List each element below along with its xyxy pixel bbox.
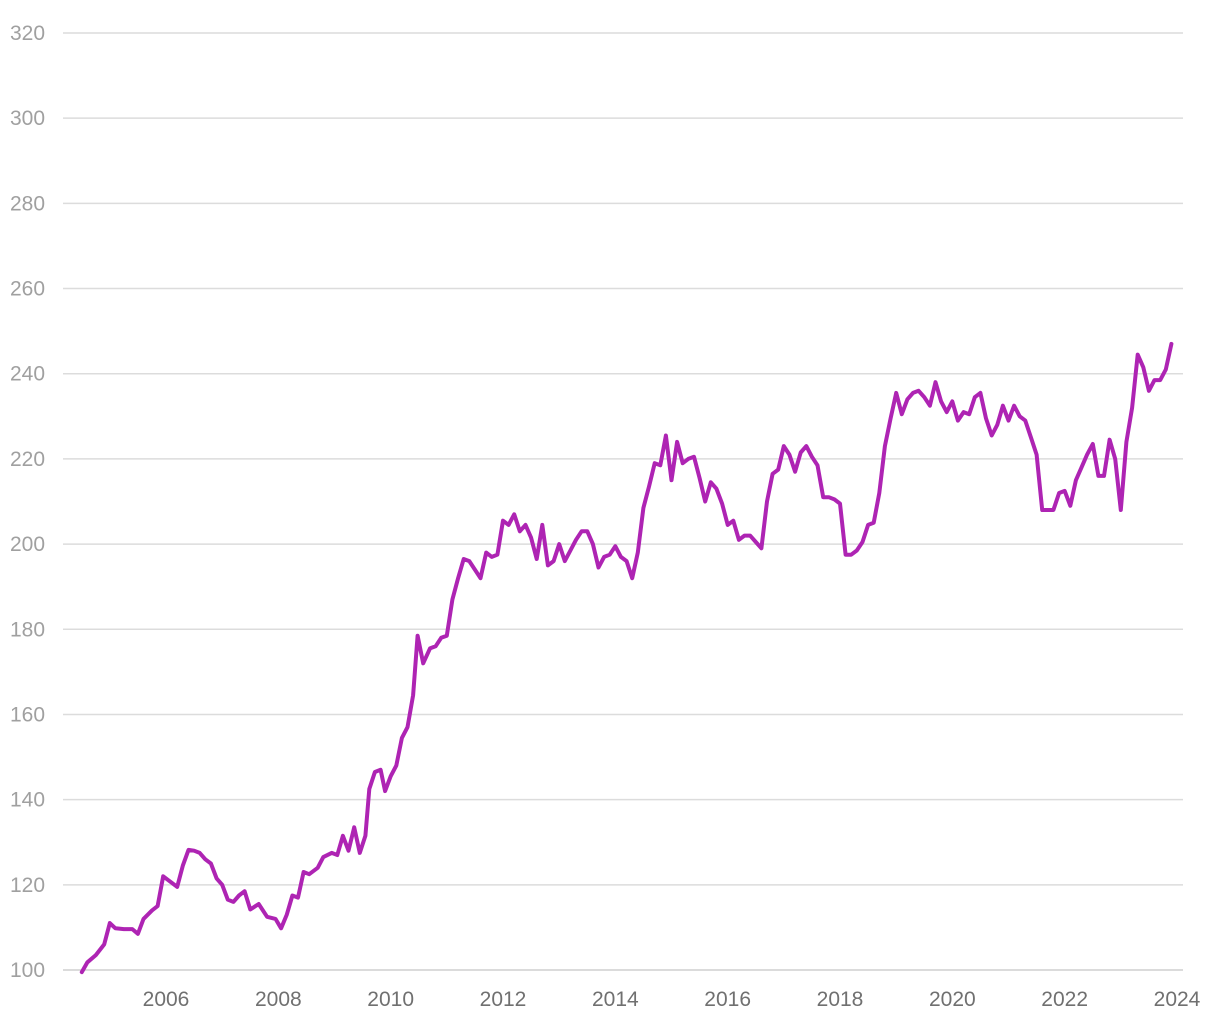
y-tick-label: 180 xyxy=(10,618,45,641)
x-tick-label: 2024 xyxy=(1154,988,1201,1011)
y-tick-label: 320 xyxy=(10,22,45,45)
y-tick-label: 240 xyxy=(10,363,45,386)
y-tick-label: 280 xyxy=(10,192,45,215)
series-line xyxy=(79,341,1174,975)
y-tick-label: 160 xyxy=(10,703,45,726)
x-tick-label: 2006 xyxy=(143,988,190,1011)
y-tick-label: 120 xyxy=(10,874,45,897)
x-axis-tick-labels: 2006 2008 2010 2012 2014 2016 2018 2020 2022 2024 xyxy=(143,988,1201,1011)
x-tick-label: 2008 xyxy=(255,988,302,1011)
gridlines xyxy=(63,32,1183,971)
x-tick-label: 2022 xyxy=(1041,988,1088,1011)
series-lines xyxy=(79,341,1174,975)
y-tick-label: 260 xyxy=(10,278,45,301)
y-tick-label: 200 xyxy=(10,533,45,556)
y-axis-tick-labels: 100 120 140 160 180 200 220 240 260 280 300 320 xyxy=(10,22,45,982)
x-tick-label: 2018 xyxy=(817,988,864,1011)
x-tick-label: 2020 xyxy=(929,988,976,1011)
x-tick-label: 2016 xyxy=(704,988,751,1011)
x-tick-label: 2014 xyxy=(592,988,639,1011)
y-tick-label: 140 xyxy=(10,789,45,812)
x-tick-label: 2012 xyxy=(480,988,527,1011)
x-tick-label: 2010 xyxy=(367,988,414,1011)
y-tick-label: 100 xyxy=(10,959,45,982)
y-tick-label: 300 xyxy=(10,107,45,130)
y-tick-label: 220 xyxy=(10,448,45,471)
